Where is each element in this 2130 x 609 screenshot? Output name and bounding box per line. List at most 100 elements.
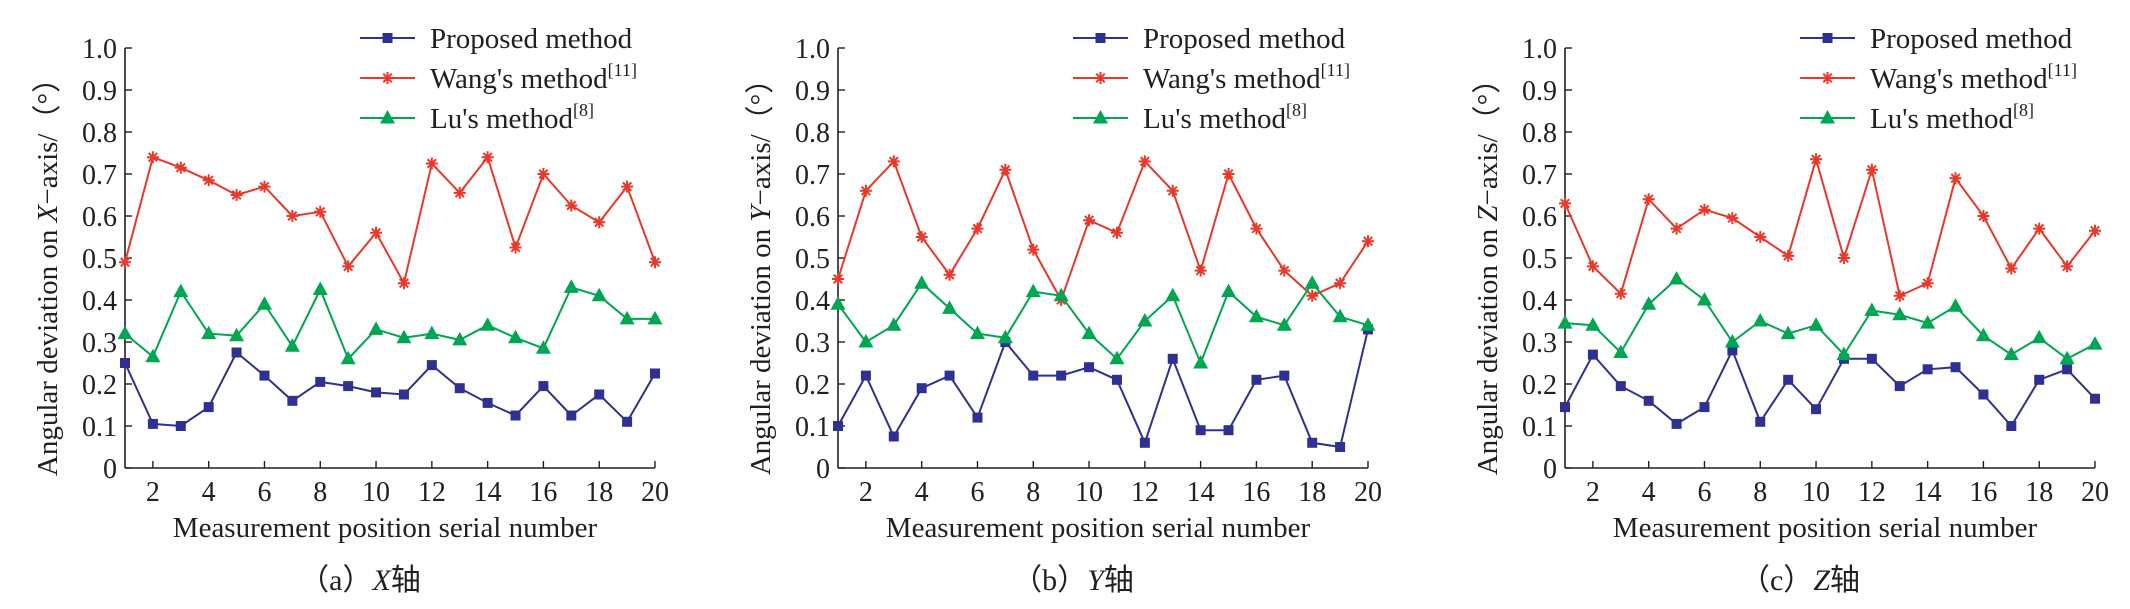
data-point: [1671, 418, 1682, 429]
x-tick-label: 20: [2081, 477, 2109, 508]
caption-axis: X: [372, 564, 393, 597]
data-point: [231, 347, 242, 358]
legend-marker: [1095, 33, 1106, 43]
y-axis-title-axis: X: [32, 203, 64, 223]
data-point: [1641, 296, 1657, 310]
data-point: [1698, 203, 1711, 216]
x-tick-label: 10: [1802, 477, 1830, 508]
series-square: [833, 324, 1373, 452]
y-tick-label: 0.9: [795, 76, 830, 107]
legend-label: Lu's method[8]: [1143, 100, 1307, 135]
x-tick-label: 8: [1026, 477, 1040, 508]
data-point: [1892, 306, 1908, 321]
x-tick-label: 6: [257, 477, 271, 508]
data-point: [368, 321, 384, 335]
data-point: [566, 410, 577, 421]
data-point: [535, 340, 551, 354]
data-point: [1251, 374, 1262, 385]
data-point: [453, 186, 466, 199]
data-point: [1864, 302, 1880, 316]
series-line: [837, 159, 1369, 303]
y-axis-title-suffix: −axis/（°）: [745, 65, 777, 206]
data-point: [860, 370, 871, 381]
x-tick-label: 12: [1131, 477, 1159, 508]
y-axis-title-suffix: −axis/（°）: [32, 64, 64, 205]
legend-marker: [1820, 110, 1835, 124]
data-point: [1727, 345, 1738, 356]
data-point: [1643, 395, 1654, 406]
y-axis-title-suffix: −axis/（°）: [1472, 65, 1504, 206]
caption-suffix: 轴: [1830, 564, 1860, 597]
data-point: [1811, 404, 1822, 415]
data-point: [1334, 277, 1347, 290]
data-point: [1138, 155, 1151, 168]
series-line: [837, 281, 1369, 366]
data-point: [914, 275, 930, 289]
y-tick-label: 0.7: [795, 160, 830, 191]
data-point: [2090, 393, 2100, 404]
y-tick-label: 0.7: [1522, 160, 1557, 191]
data-point: [1248, 308, 1264, 323]
y-axis-title: Angular deviation on Y−axis/（°）: [745, 65, 777, 476]
data-point: [2061, 260, 2074, 273]
y-tick-label: 0.8: [1522, 118, 1557, 149]
data-point: [1949, 172, 1962, 185]
data-point: [887, 155, 900, 168]
data-point: [1893, 289, 1906, 302]
data-point: [1837, 252, 1850, 264]
series-triangle: [1557, 271, 2103, 365]
series-star: [1559, 153, 2101, 302]
x-tick-label: 18: [585, 477, 613, 508]
data-point: [342, 260, 355, 273]
data-point: [173, 283, 189, 298]
x-tick-label: 6: [1697, 477, 1711, 508]
legend-label: Lu's method[8]: [430, 100, 594, 135]
data-point: [649, 256, 661, 269]
y-tick-label: 0.3: [82, 328, 117, 359]
data-point: [1139, 437, 1150, 448]
data-point: [146, 151, 159, 164]
data-point: [1362, 235, 1374, 248]
data-point: [1782, 249, 1795, 262]
data-point: [287, 395, 298, 406]
data-point: [1783, 374, 1794, 385]
legend-marker: [1094, 72, 1107, 84]
legend: Proposed method Wang's method[11] Lu's met…: [1800, 23, 2077, 135]
data-point: [1167, 353, 1178, 364]
y-tick-label: 0.1: [1522, 412, 1557, 443]
y-axis-title-prefix: Angular deviation on: [32, 222, 64, 476]
data-point: [201, 325, 217, 340]
data-point: [1977, 210, 1990, 222]
data-point: [481, 151, 494, 164]
y-tick-label: 0.2: [1522, 370, 1557, 401]
y-tick-label: 1.0: [1522, 34, 1557, 65]
data-point: [886, 317, 902, 331]
data-point: [508, 329, 524, 344]
data-point: [312, 281, 328, 295]
x-tick-label: 20: [1354, 477, 1382, 508]
data-point: [832, 273, 844, 285]
data-point: [999, 163, 1012, 176]
y-tick-label: 0.5: [1522, 244, 1557, 275]
y-axis-title: Angular deviation on X−axis/（°）: [32, 64, 64, 476]
y-tick-label: 0.1: [795, 412, 830, 443]
data-point: [619, 310, 635, 325]
y-tick-label: 0.4: [1522, 286, 1557, 317]
series-line: [124, 286, 655, 361]
data-point: [1585, 317, 1601, 331]
data-point: [1053, 287, 1069, 302]
data-point: [1726, 212, 1739, 225]
data-point: [340, 350, 356, 365]
legend-ref: [8]: [573, 100, 594, 120]
data-point: [1615, 381, 1626, 392]
data-point: [315, 376, 326, 387]
data-point: [915, 231, 928, 243]
data-point: [1865, 163, 1878, 176]
data-point: [1279, 370, 1290, 381]
data-point: [1223, 425, 1234, 436]
y-tick-label: 0.3: [795, 328, 830, 359]
x-tick-label: 14: [1187, 477, 1215, 508]
data-point: [1083, 214, 1096, 227]
data-point: [943, 268, 956, 281]
